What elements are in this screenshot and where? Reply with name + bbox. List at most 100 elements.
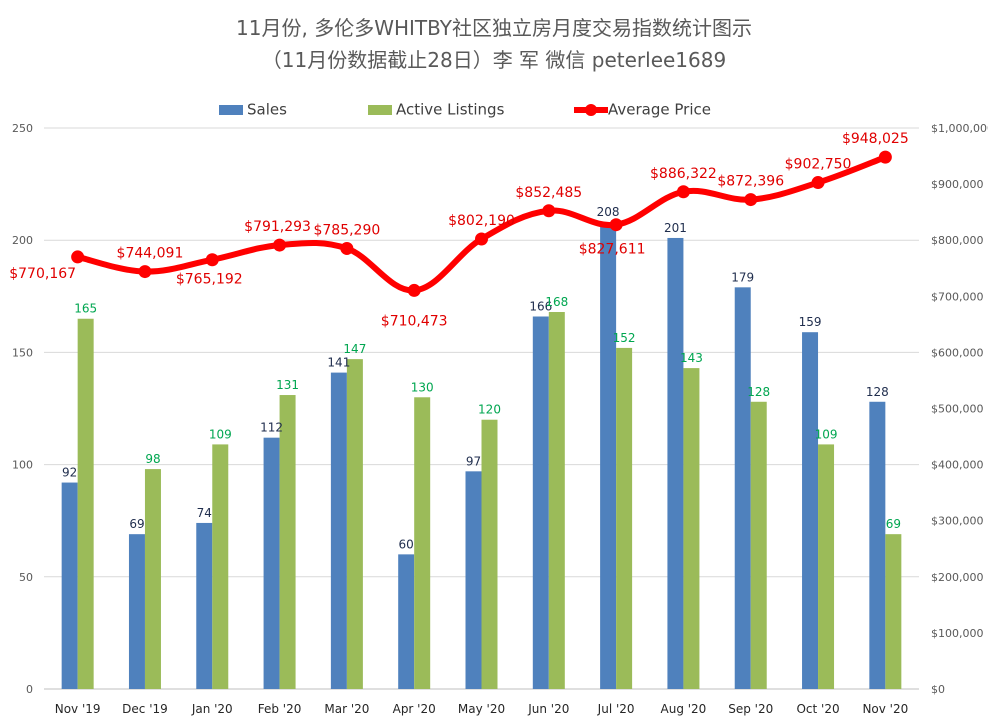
data-label-active-listings: 147 xyxy=(343,342,366,356)
data-label-average-price: $791,293 xyxy=(244,219,311,235)
legend-label-average-price: Average Price xyxy=(608,100,711,119)
data-label-average-price: $872,396 xyxy=(717,174,784,190)
legend-label-active-listings: Active Listings xyxy=(396,100,505,119)
right-axis-tick-label: $1,000,000 xyxy=(931,122,988,135)
average-price-marker xyxy=(71,250,85,264)
bar-active-listings xyxy=(818,444,835,689)
data-label-active-listings: 130 xyxy=(411,380,434,394)
bar-active-listings xyxy=(548,312,565,689)
bar-sales xyxy=(600,222,617,690)
right-axis-tick-label: $800,000 xyxy=(931,234,984,247)
chart-title: 11月份, 多伦多WHITBY社区独立房月度交易指数统计图示 xyxy=(236,16,752,40)
bar-sales xyxy=(465,471,482,689)
average-price-marker xyxy=(811,176,825,190)
right-axis-tick-label: $700,000 xyxy=(931,290,984,303)
average-price-marker xyxy=(205,253,219,267)
data-label-average-price: $948,025 xyxy=(842,131,909,147)
bar-sales xyxy=(330,372,347,689)
average-price-marker xyxy=(138,265,152,279)
bar-active-listings xyxy=(683,368,700,689)
right-axis-tick-label: $300,000 xyxy=(931,515,984,528)
bar-active-listings xyxy=(481,419,498,689)
bar-active-listings xyxy=(414,397,431,689)
data-label-active-listings: 168 xyxy=(545,295,568,309)
bars xyxy=(61,222,902,690)
bar-sales xyxy=(802,332,819,689)
average-price-marker xyxy=(676,185,690,199)
x-axis-tick-label: Feb '20 xyxy=(258,702,302,716)
bar-active-listings xyxy=(212,444,229,689)
average-price-marker xyxy=(609,218,623,232)
x-axis-tick-label: Oct '20 xyxy=(796,702,839,716)
data-label-sales: 74 xyxy=(197,506,212,520)
data-label-sales: 159 xyxy=(799,315,822,329)
x-axis: Nov '19 Dec '19 Jan '20 Feb '20 Mar '20 Apr '… xyxy=(55,702,909,716)
data-label-average-price: $802,190 xyxy=(448,213,515,229)
chart-subtitle: （11月份数据截止28日）李 军 微信 peterlee1689 xyxy=(261,48,727,72)
data-label-active-listings: 120 xyxy=(478,403,501,417)
legend-label-sales: Sales xyxy=(247,100,287,119)
right-axis-tick-label: $900,000 xyxy=(931,178,984,191)
data-label-average-price: $744,091 xyxy=(117,246,184,262)
average-price-marker xyxy=(542,204,556,218)
right-axis-tick-label: $600,000 xyxy=(931,346,984,359)
bar-sales xyxy=(61,482,78,689)
bar-sales xyxy=(398,554,415,689)
data-label-average-price: $765,192 xyxy=(176,272,243,288)
x-axis-tick-label: Nov '20 xyxy=(862,702,908,716)
bar-active-listings xyxy=(616,347,633,689)
data-label-sales: 141 xyxy=(327,356,350,370)
right-axis-tick-label: $200,000 xyxy=(931,571,984,584)
x-axis-tick-label: Jan '20 xyxy=(191,702,233,716)
legend-item-sales: Sales xyxy=(219,100,287,119)
left-axis-tick-label: 100 xyxy=(12,459,33,472)
data-label-average-price: $886,322 xyxy=(650,166,717,182)
data-label-sales: 92 xyxy=(62,466,77,480)
x-axis-tick-label: Mar '20 xyxy=(324,702,369,716)
legend-item-average-price: Average Price xyxy=(574,100,711,119)
bar-active-listings xyxy=(750,401,767,689)
legend-swatch-active-listings xyxy=(368,104,392,115)
bar-active-listings xyxy=(144,469,161,689)
average-price-marker xyxy=(744,193,758,207)
average-price-marker xyxy=(407,283,421,297)
legend-swatch-sales xyxy=(219,104,243,115)
x-axis-tick-label: Jul '20 xyxy=(597,702,635,716)
data-label-sales: 97 xyxy=(466,454,481,468)
left-axis-tick-label: 0 xyxy=(26,683,33,696)
x-axis-tick-label: Apr '20 xyxy=(393,702,436,716)
data-label-average-price: $710,473 xyxy=(381,313,448,329)
data-label-average-price: $827,611 xyxy=(579,242,646,258)
bar-sales xyxy=(263,437,280,689)
data-label-sales: 69 xyxy=(129,517,144,531)
right-axis-tick-label: $500,000 xyxy=(931,403,984,416)
data-label-sales: 201 xyxy=(664,221,687,235)
bar-sales xyxy=(196,522,213,689)
data-label-active-listings: 143 xyxy=(680,351,703,365)
data-label-sales: 128 xyxy=(866,385,889,399)
average-price-marker xyxy=(475,232,488,246)
data-label-active-listings: 152 xyxy=(613,331,636,345)
data-label-average-price: $770,167 xyxy=(9,266,76,282)
left-axis-tick-label: 200 xyxy=(12,234,33,247)
x-axis-tick-label: Aug '20 xyxy=(661,702,707,716)
bar-sales xyxy=(667,237,684,689)
right-axis: $0 $100,000 $200,000 $300,000 $400,000 $500,0… xyxy=(931,122,988,696)
data-label-active-listings: 109 xyxy=(209,427,232,441)
bar-sales xyxy=(128,534,145,689)
data-label-active-listings: 109 xyxy=(815,427,838,441)
data-label-active-listings: 131 xyxy=(276,378,299,392)
average-price-line xyxy=(71,150,892,297)
data-label-active-listings: 128 xyxy=(747,385,770,399)
right-axis-tick-label: $0 xyxy=(931,683,945,696)
average-price-marker xyxy=(340,241,354,255)
x-axis-tick-label: Sep '20 xyxy=(728,702,773,716)
data-label-sales: 60 xyxy=(399,537,414,551)
bar-active-listings xyxy=(346,359,363,689)
data-label-average-price: $852,485 xyxy=(515,185,582,201)
data-label-average-price: $785,290 xyxy=(313,222,380,238)
bar-active-listings xyxy=(885,534,902,689)
